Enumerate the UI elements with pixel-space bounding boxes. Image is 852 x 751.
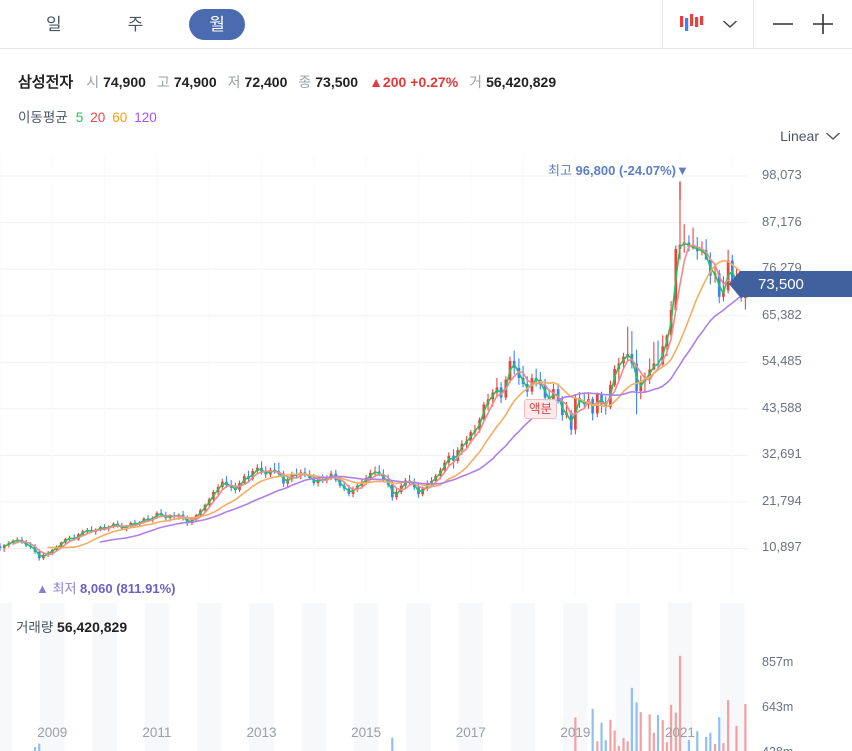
volume-axis-label: 857m	[762, 655, 794, 670]
volume-label: 거	[469, 74, 483, 90]
low-annotation-marker: ▲	[36, 581, 49, 596]
volume-panel-header: 거래량 56,420,829	[16, 616, 127, 636]
high-annotation-prefix: 최고	[548, 163, 572, 178]
high-value: 74,900	[173, 74, 217, 90]
low-annotation-pct: (811.91%)	[116, 581, 176, 596]
price-axis-label: 65,382	[762, 306, 802, 322]
scale-select[interactable]: Linear	[780, 128, 840, 144]
year-axis-label: 2013	[246, 725, 277, 740]
toolbar: 일 주 월	[0, 0, 852, 49]
low-annotation-prefix: 최저	[52, 581, 77, 596]
price-axis-label: 98,073	[762, 167, 802, 183]
high-annotation-pct: (-24.07%)	[618, 163, 677, 178]
volume-panel-value: 56,420,829	[57, 619, 128, 635]
price-axis-label: 32,691	[762, 446, 802, 462]
price-axis-label: 43,588	[762, 399, 802, 415]
stock-split-marker: 액분	[524, 399, 558, 420]
high-annotation-value: 96,800	[575, 163, 616, 178]
symbol-name: 삼성전자	[18, 74, 74, 91]
price-chart[interactable]	[0, 155, 852, 595]
zoom-in-button[interactable]	[810, 11, 836, 37]
ma-legend-20[interactable]: 20	[90, 110, 106, 125]
ma-legend-120[interactable]: 120	[134, 110, 157, 125]
volume-axis-label: 643m	[762, 699, 794, 714]
close-label: 종	[298, 74, 312, 90]
low-value: 72,400	[244, 74, 288, 90]
toolbar-right	[662, 0, 852, 49]
tab-month[interactable]: 월	[189, 8, 245, 40]
ma-legend-60[interactable]: 60	[112, 110, 128, 125]
price-axis-label: 10,897	[762, 539, 802, 555]
price-axis-label: 54,485	[762, 353, 802, 369]
moving-average-legend: 이동평균 5 20 60 120	[18, 106, 852, 126]
zoom-out-button[interactable]	[770, 11, 796, 37]
chart-area[interactable]	[0, 155, 852, 751]
volume-chart[interactable]	[0, 603, 852, 751]
open-value: 74,900	[103, 74, 146, 90]
chevron-down-icon	[826, 132, 840, 141]
tab-week[interactable]: 주	[108, 9, 164, 40]
change-value: ▲200	[369, 74, 407, 90]
price-axis-label: 87,176	[762, 213, 802, 229]
ma-legend-5[interactable]: 5	[75, 110, 84, 125]
volume-panel-label: 거래량	[16, 620, 54, 635]
current-price-badge: 73,500	[729, 271, 852, 297]
high-annotation: 최고 96,800 (-24.07%)▼	[548, 160, 689, 179]
open-label: 시	[86, 74, 100, 90]
close-value: 73,500	[315, 74, 359, 90]
volume-axis-label: 428m	[762, 745, 793, 751]
ma-legend-label: 이동평균	[18, 110, 68, 125]
volume-value: 56,420,829	[486, 74, 557, 90]
quote-line: 삼성전자 시 74,900 고 74,900 저 72,400 종 73,500…	[18, 71, 852, 92]
quote-info: 삼성전자 시 74,900 고 74,900 저 72,400 종 73,500…	[0, 49, 852, 142]
plus-icon	[810, 11, 836, 37]
year-axis-label: 2017	[455, 725, 486, 740]
minus-icon	[770, 11, 796, 37]
candlestick-icon[interactable]	[679, 13, 709, 35]
low-annotation: ▲ 최저 8,060 (811.91%)	[36, 578, 175, 597]
year-axis-label: 2019	[560, 725, 591, 740]
high-annotation-marker: ▼	[676, 163, 689, 178]
change-percent: +0.27%	[410, 74, 459, 90]
year-axis-label: 2015	[351, 725, 382, 740]
year-axis-label: 2011	[142, 725, 172, 740]
high-label: 고	[156, 74, 170, 90]
zoom-group	[753, 0, 852, 49]
scale-label: Linear	[780, 128, 819, 144]
year-axis-label: 2009	[37, 725, 68, 740]
period-tabs: 일 주 월	[0, 8, 245, 40]
chart-type-group[interactable]	[662, 0, 753, 49]
tab-day[interactable]: 일	[26, 9, 82, 40]
year-axis-label: 2021	[664, 725, 696, 740]
low-annotation-value: 8,060	[80, 581, 113, 596]
low-label: 저	[227, 74, 241, 90]
chevron-down-icon[interactable]	[723, 20, 737, 29]
price-axis-label: 21,794	[762, 492, 802, 508]
